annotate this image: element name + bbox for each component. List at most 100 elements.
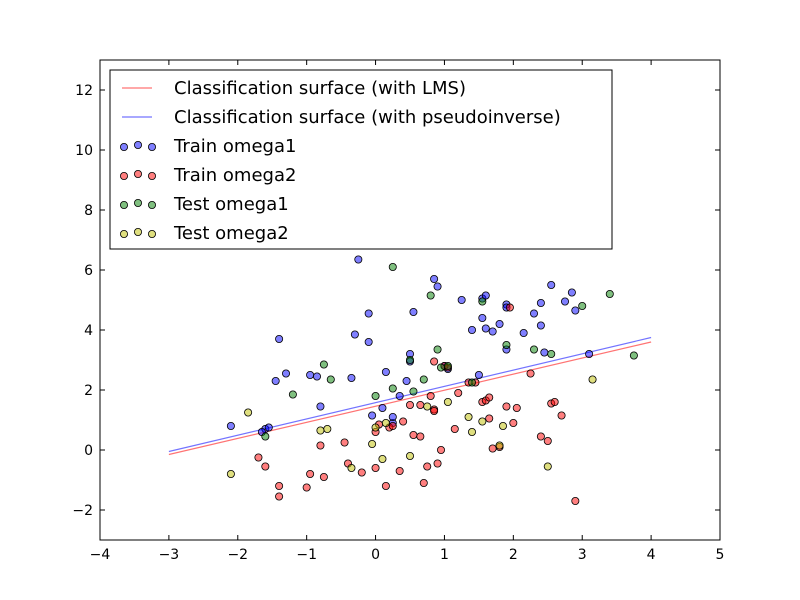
data-point: [436, 363, 445, 372]
data-point: [585, 349, 594, 358]
data-point: [478, 297, 487, 306]
data-point: [350, 330, 359, 339]
data-point: [378, 403, 387, 412]
legend-point-marker: [120, 171, 129, 180]
legend-box: [109, 69, 613, 250]
data-point: [433, 282, 442, 291]
data-point: [488, 444, 497, 453]
plot-area: [168, 255, 652, 505]
data-point: [371, 463, 380, 472]
data-point: [405, 451, 414, 460]
legend-point-marker: [133, 140, 142, 149]
y-tick-label: −2: [72, 503, 93, 519]
data-point: [426, 291, 435, 300]
data-point: [485, 393, 494, 402]
legend-point-marker: [133, 227, 142, 236]
data-point: [395, 391, 404, 400]
data-point: [495, 319, 504, 328]
data-point: [319, 472, 328, 481]
data-point: [261, 462, 270, 471]
data-point: [450, 424, 459, 433]
legend-entry: Train omega1: [120, 136, 296, 157]
data-point: [416, 400, 425, 409]
data-point: [502, 402, 511, 411]
data-point: [423, 402, 432, 411]
legend-point-marker: [147, 200, 156, 209]
data-point: [495, 441, 504, 450]
data-point: [443, 397, 452, 406]
data-point: [571, 306, 580, 315]
x-tick-label: −1: [296, 547, 317, 563]
data-point: [409, 307, 418, 316]
x-tick-label: −4: [90, 547, 111, 563]
data-point: [381, 418, 390, 427]
data-point: [347, 373, 356, 382]
data-point: [244, 408, 253, 417]
data-point: [426, 391, 435, 400]
legend-point-marker: [147, 142, 156, 151]
data-point: [226, 421, 235, 430]
legend-point-marker: [147, 229, 156, 238]
y-tick-label: 0: [84, 443, 93, 459]
data-point: [474, 370, 483, 379]
data-point: [498, 421, 507, 430]
data-point: [416, 432, 425, 441]
x-tick-label: 0: [371, 547, 380, 563]
data-point: [288, 390, 297, 399]
x-tick-label: 1: [440, 547, 449, 563]
legend: Classification surface (with LMS) Classif…: [109, 69, 613, 250]
data-point: [405, 355, 414, 364]
data-point: [478, 313, 487, 322]
legend-label: Test omega1: [173, 194, 289, 215]
data-point: [364, 309, 373, 318]
data-point: [226, 469, 235, 478]
y-tick-label: 10: [75, 143, 93, 159]
data-point: [409, 430, 418, 439]
data-point: [264, 423, 273, 432]
data-point: [478, 417, 487, 426]
data-point: [505, 303, 514, 312]
data-point: [543, 462, 552, 471]
series-test-omega1: [261, 262, 638, 441]
data-point: [423, 462, 432, 471]
data-point: [261, 432, 270, 441]
data-point: [371, 391, 380, 400]
data-point: [571, 496, 580, 505]
data-point: [519, 328, 528, 337]
data-point: [364, 337, 373, 346]
data-point: [388, 412, 397, 421]
data-point: [368, 439, 377, 448]
x-tick-label: 5: [716, 547, 725, 563]
legend-point-marker: [133, 198, 142, 207]
data-point: [312, 372, 321, 381]
data-point: [306, 370, 315, 379]
data-point: [381, 481, 390, 490]
data-point: [502, 340, 511, 349]
data-point: [443, 361, 452, 370]
data-point: [536, 298, 545, 307]
data-point: [436, 445, 445, 454]
data-point: [530, 309, 539, 318]
x-tick-label: −2: [227, 547, 248, 563]
data-point: [430, 274, 439, 283]
data-point: [536, 321, 545, 330]
data-point: [485, 414, 494, 423]
y-tick-label: 2: [84, 383, 93, 399]
data-point: [378, 454, 387, 463]
data-point: [388, 262, 397, 271]
data-point: [526, 369, 535, 378]
data-point: [275, 334, 284, 343]
data-point: [540, 348, 549, 357]
data-point: [326, 375, 335, 384]
legend-point-marker: [120, 229, 129, 238]
data-point: [530, 345, 539, 354]
data-point: [433, 345, 442, 354]
data-point: [433, 459, 442, 468]
legend-entry: Test omega1: [120, 194, 289, 215]
data-point: [368, 411, 377, 420]
data-point: [605, 289, 614, 298]
data-point: [467, 427, 476, 436]
plot-frame: [99, 59, 721, 541]
